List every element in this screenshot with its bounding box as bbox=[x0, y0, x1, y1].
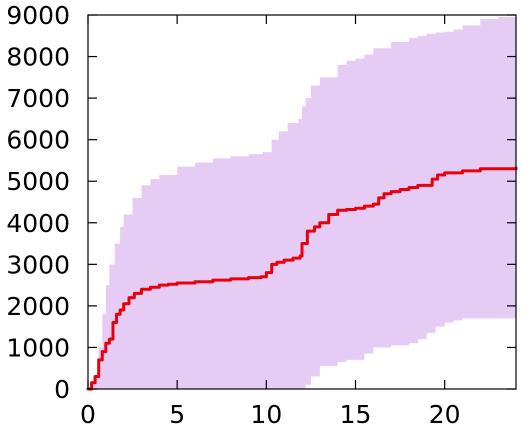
y-tick-label: 1000 bbox=[6, 333, 70, 362]
y-tick-label: 5000 bbox=[6, 167, 70, 196]
x-tick-label: 10 bbox=[250, 400, 282, 429]
y-tick-label: 9000 bbox=[6, 1, 70, 30]
x-tick-label: 15 bbox=[340, 400, 372, 429]
x-tick-label: 20 bbox=[429, 400, 461, 429]
x-axis: 0 5 10 15 20 bbox=[80, 15, 461, 429]
y-tick-label: 8000 bbox=[6, 43, 70, 72]
x-tick-label: 0 bbox=[80, 400, 96, 429]
y-tick-label: 0 bbox=[54, 375, 70, 404]
y-tick-label: 2000 bbox=[6, 292, 70, 321]
series-line bbox=[86, 166, 518, 391]
plot-frame bbox=[87, 14, 517, 390]
y-axis: 0 1000 2000 3000 4000 5000 6000 7000 8000 9000 bbox=[6, 1, 516, 404]
y-tick-label: 3000 bbox=[6, 250, 70, 279]
y-tick-label: 7000 bbox=[6, 84, 70, 113]
line-layer bbox=[86, 166, 518, 391]
band-layer bbox=[88, 17, 516, 390]
range-band bbox=[88, 17, 516, 390]
y-tick-label: 6000 bbox=[6, 126, 70, 155]
y-tick-label: 4000 bbox=[6, 209, 70, 238]
x-tick-label: 5 bbox=[169, 400, 185, 429]
